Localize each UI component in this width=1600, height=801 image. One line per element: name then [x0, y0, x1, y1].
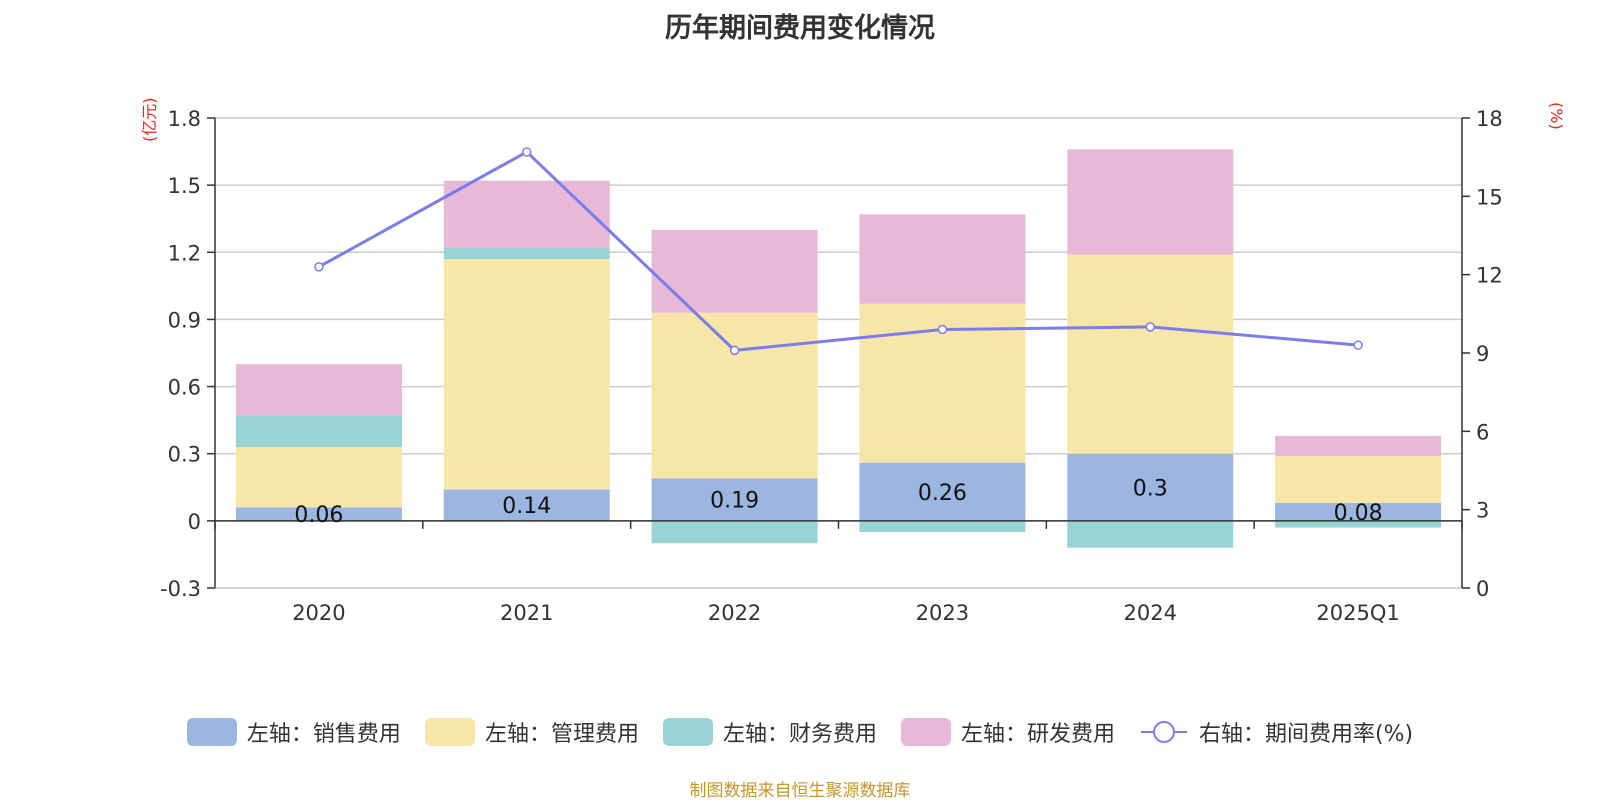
- bar-2022-series-1: [651, 312, 818, 479]
- legend-label-admin: 左轴：管理费用: [484, 722, 639, 747]
- axes: -0.3 0 0.3 0.6 0.9 1.2 1.5 1.8 0 3 6 9 12 15 18 2020 202…: [160, 107, 1503, 625]
- legend-swatch-admin: [424, 718, 475, 746]
- bar-2021-series-1: [443, 259, 610, 490]
- data-label-sales: 0.19: [710, 489, 759, 514]
- data-label-sales: 0.06: [294, 503, 343, 528]
- data-label-sales: 0.3: [1133, 476, 1168, 501]
- left-tick-label: 1.5: [168, 174, 201, 198]
- data-labels: 0.06 0.14 0.19 0.26 0.3 0.08: [294, 476, 1382, 528]
- bar-2021-series-3: [443, 180, 610, 248]
- rate-point-2020: [314, 262, 324, 272]
- bar-2024-series-2: [1067, 520, 1234, 548]
- bar-2025Q1-series-0: [1275, 502, 1442, 521]
- data-label-sales: 0.26: [918, 481, 967, 506]
- zero-axis: [214, 520, 1463, 529]
- bar-2020-series-3: [235, 364, 402, 416]
- chart-title: 历年期间费用变化情况: [665, 13, 935, 44]
- bar-2024-series-0: [1067, 453, 1234, 521]
- bar-2022-series-0: [651, 478, 818, 521]
- rate-point-2025Q1: [1353, 340, 1363, 350]
- right-tick-label: 18: [1476, 107, 1503, 131]
- data-label-sales: 0.14: [502, 494, 551, 519]
- bar-2023-series-2: [859, 520, 1026, 533]
- data-source-note: 制图数据来自恒生聚源数据库: [689, 781, 911, 801]
- bar-2020-series-2: [235, 415, 402, 447]
- bar-2025Q1-series-1: [1275, 455, 1442, 503]
- left-tick-label: 0.9: [168, 308, 201, 332]
- rate-point-2021: [522, 147, 532, 157]
- bar-2020-series-1: [235, 447, 402, 508]
- legend-swatch-rate: [1140, 721, 1187, 743]
- bar-2025Q1-series-2: [1275, 520, 1442, 528]
- bar-2022-series-2: [651, 520, 818, 544]
- x-tick-label: 2021: [500, 601, 553, 625]
- right-tick-label: 9: [1476, 342, 1489, 366]
- right-tick-label: 6: [1476, 420, 1489, 444]
- data-label-sales: 0.08: [1334, 501, 1383, 526]
- legend-swatch-sales: [186, 718, 237, 746]
- x-tick-label: 2023: [916, 601, 969, 625]
- bar-2022-series-3: [651, 229, 818, 313]
- bar-2025Q1-series-3: [1275, 435, 1442, 456]
- chart-canvas: 0.06 0.14 0.19 0.26 0.3 0.08 -0.3 0 0.3 0.6 0.9 1.…: [160, 107, 1503, 625]
- x-tick-label: 2024: [1124, 601, 1177, 625]
- legend-swatch-rnd: [900, 718, 951, 746]
- legend: 左轴：销售费用 左轴：管理费用 左轴：财务费用 左轴：研发费用 右轴：期间费用率…: [0, 716, 1600, 748]
- right-tick-label: 3: [1476, 499, 1489, 523]
- legend-item-rnd[interactable]: 左轴：研发费用: [900, 716, 1115, 748]
- bar-2023-series-0: [859, 462, 1026, 521]
- x-tick-label: 2025Q1: [1316, 601, 1399, 625]
- bar-2024-series-3: [1067, 149, 1234, 255]
- legend-swatch-finance: [662, 718, 713, 746]
- legend-item-admin[interactable]: 左轴：管理费用: [424, 716, 639, 748]
- bar-2021-series-0: [443, 489, 610, 521]
- rate-line: [318, 150, 1359, 352]
- left-tick-label: 1.8: [168, 107, 201, 131]
- legend-label-sales: 左轴：销售费用: [246, 722, 401, 747]
- legend-item-sales[interactable]: 左轴：销售费用: [186, 716, 401, 748]
- legend-item-finance[interactable]: 左轴：财务费用: [662, 716, 877, 748]
- legend-label-rate: 右轴：期间费用率(%): [1198, 722, 1414, 747]
- right-tick-label: 0: [1476, 577, 1489, 601]
- bar-2023-series-3: [859, 214, 1026, 304]
- bar-series: [235, 149, 1442, 548]
- legend-label-rnd: 左轴：研发费用: [960, 722, 1115, 747]
- right-tick-label: 15: [1476, 185, 1503, 209]
- rate-point-2024: [1145, 322, 1155, 332]
- grid-lines: [215, 117, 1462, 589]
- line-series: [314, 147, 1363, 356]
- legend-label-finance: 左轴：财务费用: [722, 722, 877, 747]
- legend-item-rate[interactable]: 右轴：期间费用率(%): [1139, 716, 1413, 748]
- left-tick-label: -0.3: [160, 577, 201, 601]
- left-tick-label: 1.2: [168, 241, 201, 265]
- bar-2021-series-2: [443, 247, 610, 259]
- bar-2024-series-1: [1067, 254, 1234, 454]
- x-tick-label: 2022: [708, 601, 761, 625]
- rate-point-2023: [937, 324, 948, 335]
- x-tick-label: 2020: [292, 601, 345, 625]
- rate-point-2022: [729, 345, 740, 356]
- left-tick-label: 0.3: [168, 443, 201, 467]
- bar-2020-series-0: [235, 507, 402, 521]
- left-tick-label: 0: [188, 510, 201, 534]
- right-tick-label: 12: [1476, 264, 1503, 288]
- left-tick-label: 0.6: [168, 376, 201, 400]
